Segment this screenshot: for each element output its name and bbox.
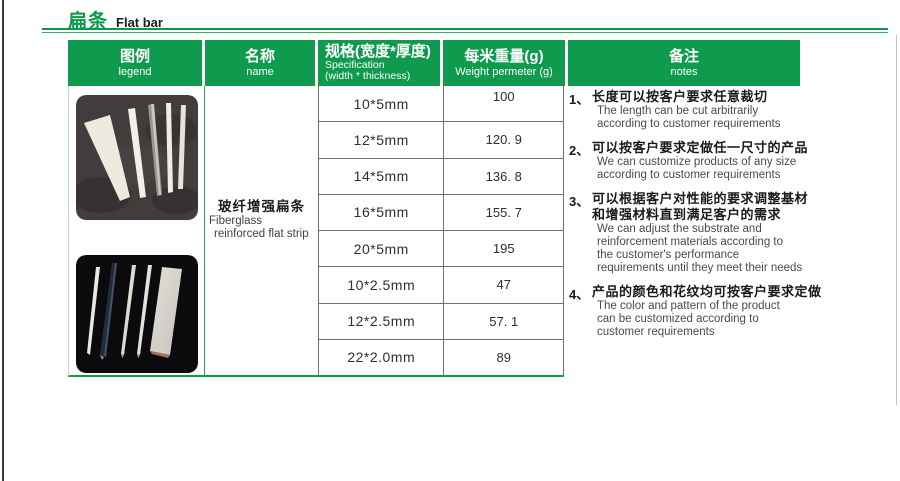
table-body: 玻纤增强扁条 Fiberglass reinforced flat strip … — [68, 86, 821, 377]
note-item-3: 3、 可以根据客户对性能的要求调整基材 和增强材料直到满足客户的需求 We ca… — [569, 191, 859, 275]
note-zh-line: 和增强材料直到满足客户的需求 — [592, 207, 782, 222]
note-en-line: according to customer requirements — [597, 169, 781, 181]
header-legend-en: legend — [118, 66, 152, 78]
header-spec-zh: 规格(宽度*厚度) — [325, 43, 431, 60]
note-zh-line: 产品的颜色和花纹均可按客户要求定做 — [592, 284, 822, 299]
header-spec-en-line2: (width * thickness) — [325, 70, 411, 82]
header-spec-en-line1: Specification — [325, 59, 385, 71]
note-en-line: We can adjust the substrate and — [597, 223, 762, 235]
notes-column: 1、 长度可以按客户要求任意裁切 The length can be cut a… — [569, 86, 859, 348]
spec-value: 14*5mm — [353, 168, 409, 185]
weight-value: 57. 1 — [443, 303, 563, 339]
product-spec-table: 图例 legend 名称 name 规格(宽度*厚度) Specificatio… — [68, 40, 821, 377]
spec-value: 20*5mm — [353, 240, 409, 257]
table-row: 10*2.5mm 47 — [319, 267, 563, 304]
note-en-line: The color and pattern of the product — [597, 300, 780, 312]
page-title-zh: 扁条 — [68, 11, 109, 32]
table-row: 16*5mm 155. 7 — [319, 194, 563, 231]
table-row: 20*5mm 195 — [319, 231, 563, 268]
note-en-line: can be customized according to — [597, 313, 759, 325]
header-weight-en: Weight permeter (g) — [455, 66, 553, 78]
note-en-line: requirements until they meet their needs — [597, 262, 803, 274]
header-weight-zh: 每米重量(g) — [464, 48, 544, 65]
table-row: 14*5mm 136. 8 — [319, 158, 563, 195]
weight-value: 195 — [443, 231, 563, 267]
product-photo-1 — [75, 95, 198, 220]
spec-weight-grid: 10*5mm 100 12*5mm 120. 9 14*5mm 136. 8 1… — [318, 86, 564, 375]
name-column: 玻纤增强扁条 Fiberglass reinforced flat strip — [205, 86, 318, 375]
weight-value: 100 — [443, 86, 563, 122]
header-cell-legend: 图例 legend — [68, 40, 205, 86]
table-row: 12*5mm 120. 9 — [319, 122, 563, 159]
note-number: 2、 — [569, 143, 590, 158]
note-number: 1、 — [569, 92, 590, 107]
spec-value: 10*2.5mm — [347, 276, 416, 293]
product-name-en-line1: Fiberglass — [209, 214, 263, 227]
note-en-line: customer requirements — [597, 326, 715, 338]
spec-value: 12*2.5mm — [347, 313, 416, 330]
page-edge-line-right — [896, 35, 897, 405]
table-header-row: 图例 legend 名称 name 规格(宽度*厚度) Specificatio… — [68, 40, 800, 86]
note-en-line: the customer's performance — [597, 249, 740, 261]
note-zh-line: 可以按客户要求定做任一尺寸的产品 — [592, 140, 809, 155]
note-en-line: We can customize products of any size — [597, 156, 797, 168]
header-legend-zh: 图例 — [119, 48, 150, 65]
header-cell-spec: 规格(宽度*厚度) Specification (width * thickne… — [318, 40, 443, 86]
note-item-4: 4、 产品的颜色和花纹均可按客户要求定做 The color and patte… — [569, 284, 859, 339]
note-number: 3、 — [569, 194, 590, 209]
header-name-zh: 名称 — [244, 48, 275, 65]
product-name-en-line2: reinforced flat strip — [214, 227, 309, 240]
note-zh-line: 长度可以按客户要求任意裁切 — [592, 89, 768, 104]
page-edge-line-left — [2, 0, 4, 481]
note-zh-line: 可以根据客户对性能的要求调整基材 — [592, 191, 809, 206]
header-cell-weight: 每米重量(g) Weight permeter (g) — [443, 40, 568, 86]
table-row: 22*2.0mm 89 — [319, 339, 563, 375]
title-underline — [42, 28, 888, 33]
weight-value: 136. 8 — [443, 158, 563, 194]
spec-value: 16*5mm — [353, 204, 409, 221]
header-cell-name: 名称 name — [205, 40, 318, 86]
header-notes-zh: 备注 — [668, 48, 699, 65]
header-name-en: name — [246, 66, 274, 78]
header-notes-en: notes — [670, 66, 698, 78]
note-en-line: reinforcement materials according to — [597, 236, 783, 248]
weight-value: 89 — [443, 339, 563, 375]
legend-column — [69, 86, 205, 375]
table-row: 12*2.5mm 57. 1 — [319, 303, 563, 340]
note-en-line: The length can be cut arbitrarily — [597, 105, 759, 117]
weight-value: 155. 7 — [443, 194, 563, 230]
spec-value: 22*2.0mm — [347, 349, 416, 366]
table-row: 10*5mm 100 — [319, 86, 563, 123]
page-title-en: Flat bar — [116, 15, 163, 30]
note-number: 4、 — [569, 287, 590, 302]
header-cell-notes: 备注 notes — [568, 40, 800, 86]
product-name-zh: 玻纤增强扁条 — [218, 198, 305, 214]
weight-value: 47 — [443, 267, 563, 303]
spec-value: 12*5mm — [353, 131, 409, 148]
note-en-line: according to customer requirements — [597, 118, 781, 130]
page-title: 扁条 Flat bar — [68, 6, 163, 33]
note-item-1: 1、 长度可以按客户要求任意裁切 The length can be cut a… — [569, 89, 859, 131]
spec-value: 10*5mm — [353, 95, 409, 112]
weight-value: 120. 9 — [443, 122, 563, 158]
note-item-2: 2、 可以按客户要求定做任一尺寸的产品 We can customize pro… — [569, 140, 859, 182]
product-photo-2 — [75, 255, 198, 373]
